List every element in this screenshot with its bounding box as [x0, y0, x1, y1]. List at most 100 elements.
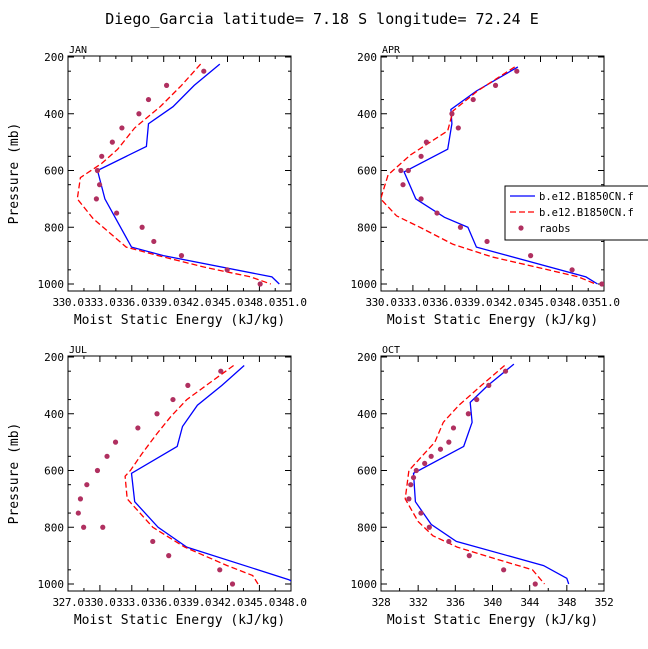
raobs-point — [96, 182, 103, 188]
raobs-point — [446, 538, 452, 545]
legend-label: b.e12.B1850CN.f — [539, 191, 634, 203]
figure-title: Diego_Garcia latitude= 7.18 S longitude=… — [105, 10, 538, 28]
x-tick-label: 339.0 — [180, 596, 211, 609]
raobs-point — [94, 467, 101, 474]
raobs-point — [428, 453, 434, 459]
x-tick-label: 327.0 — [52, 596, 83, 609]
raobs-point — [492, 82, 499, 88]
raobs-point — [135, 425, 141, 431]
raobs-point — [84, 482, 90, 488]
raobs-point — [257, 281, 263, 287]
panel-title: APR — [382, 45, 401, 56]
panel-title: OCT — [382, 345, 400, 356]
y-tick-label: 600 — [357, 165, 377, 178]
raobs-point — [185, 382, 191, 388]
raobs-point — [418, 153, 424, 159]
legend-label: raobs — [539, 223, 571, 235]
x-tick-label: 345.0 — [525, 296, 556, 309]
raobs-point — [457, 224, 464, 230]
y-tick-label: 800 — [44, 221, 64, 234]
raobs-point — [139, 224, 145, 230]
raobs-point — [465, 411, 471, 417]
legend: b.e12.B1850CN.f b.e12.B1850CN.f raobs — [504, 185, 648, 241]
raobs-point — [528, 253, 534, 259]
blue-solid-series-line — [412, 363, 570, 585]
raobs-point — [405, 167, 411, 174]
raobs-point — [501, 567, 507, 573]
y-tick-label: 200 — [44, 351, 64, 364]
raobs-point — [229, 581, 236, 587]
y-tick-label: 600 — [44, 465, 64, 478]
y-tick-label: 1000 — [38, 578, 65, 591]
y-tick-label: 400 — [44, 408, 64, 421]
red-dashed-series-line — [381, 66, 596, 285]
raobs-point — [166, 553, 172, 559]
raobs-point — [514, 68, 520, 74]
raobs-point — [104, 453, 110, 459]
raobs-point — [217, 567, 223, 573]
raobs-point — [112, 439, 119, 445]
x-tick-label: 351.0 — [588, 296, 619, 309]
raobs-point — [136, 111, 142, 117]
raobs-point — [569, 267, 575, 273]
raobs-point — [423, 139, 430, 145]
x-tick-label: 336.0 — [116, 296, 147, 309]
x-tick-label: 344 — [520, 596, 539, 609]
series-group — [75, 364, 291, 587]
y-tick-label: 1000 — [351, 278, 378, 291]
x-tick-label: 348.0 — [244, 296, 275, 309]
x-tick-label: 330.0 — [52, 296, 83, 309]
raobs-point — [446, 439, 452, 445]
x-tick-label: 333.0 — [116, 596, 147, 609]
y-tick-label: 200 — [44, 51, 64, 64]
y-tick-label: 600 — [357, 465, 377, 478]
raobs-point — [418, 510, 424, 516]
raobs-point — [418, 196, 424, 202]
y-tick-label: 800 — [44, 521, 64, 534]
plot-frame — [380, 55, 605, 292]
x-tick-label: 345.0 — [244, 596, 275, 609]
red-dashed-series-line — [76, 63, 272, 285]
raobs-point — [109, 139, 115, 145]
x-axis-label: Moist Static Energy (kJ/kg) — [387, 313, 598, 328]
x-axis-label: Moist Static Energy (kJ/kg) — [74, 313, 285, 328]
y-tick-label: 400 — [44, 108, 64, 121]
y-tick-label: 200 — [357, 351, 377, 364]
raobs-point — [201, 68, 207, 74]
red-dashed-series-line — [124, 364, 259, 585]
y-tick-label: 1000 — [351, 578, 378, 591]
raobs-point — [434, 210, 440, 216]
raobs-point — [93, 196, 99, 202]
y-tick-label: 800 — [357, 221, 377, 234]
legend-box — [504, 185, 648, 241]
raobs-point — [99, 153, 105, 159]
x-tick-label: 348 — [557, 596, 576, 609]
raobs-point — [151, 238, 157, 245]
raobs-point — [450, 425, 457, 431]
raobs-point — [484, 238, 490, 245]
y-tick-label: 800 — [357, 521, 377, 534]
raobs-point — [400, 182, 406, 188]
raobs-point — [413, 467, 419, 474]
x-tick-label: 336.0 — [148, 596, 179, 609]
series-group — [76, 63, 280, 287]
legend-label: b.e12.B1850CN.f — [539, 207, 634, 219]
x-tick-label: 342.0 — [212, 596, 243, 609]
x-tick-label: 332 — [409, 596, 428, 609]
raobs-point — [449, 111, 455, 117]
x-axis-label: Moist Static Energy (kJ/kg) — [387, 613, 598, 628]
y-axis-label: Pressure (mb) — [7, 123, 22, 225]
raobs-point — [532, 581, 538, 587]
raobs-point — [150, 538, 156, 545]
x-tick-label: 330.0 — [84, 596, 115, 609]
raobs-point — [408, 482, 414, 488]
x-tick-label: 333.0 — [84, 296, 115, 309]
x-tick-label: 351.0 — [275, 296, 306, 309]
raobs-point — [145, 96, 152, 103]
y-axis-label: Pressure (mb) — [7, 423, 22, 525]
raobs-point — [474, 396, 480, 403]
raobs-point — [218, 368, 224, 374]
